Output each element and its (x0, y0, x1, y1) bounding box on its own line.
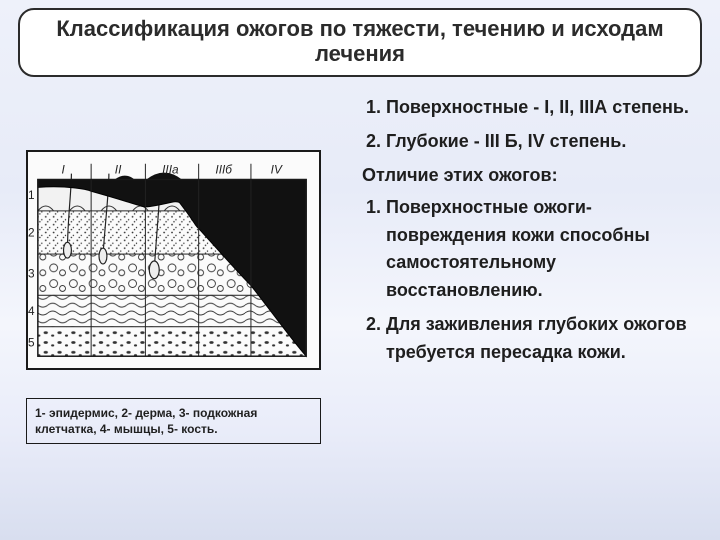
row-label-1: 1 (28, 188, 35, 202)
list-item: Глубокие - III Б, IV степень. (386, 128, 700, 156)
slide: Классификация ожогов по тяжести, течению… (0, 0, 720, 540)
skin-layers-diagram: I II IIIа IIIб IV 1 2 3 4 5 (26, 150, 321, 370)
difference-list: Поверхностные ожоги- повреждения кожи сп… (360, 194, 700, 367)
list-item: Поверхностные - I, II, IIIА степень. (386, 94, 700, 122)
col-label-2: II (115, 163, 122, 177)
col-label-5: IV (271, 163, 283, 177)
row-label-3: 3 (28, 267, 35, 281)
row-label-2: 2 (28, 225, 35, 239)
slide-title: Классификация ожогов по тяжести, течению… (34, 16, 686, 67)
figure-caption: 1- эпидермис, 2- дерма, 3- подкожная кле… (26, 398, 321, 444)
figure-wrap: I II IIIа IIIб IV 1 2 3 4 5 1- эпидермис… (26, 150, 321, 444)
classification-list: Поверхностные - I, II, IIIА степень. Глу… (360, 94, 700, 156)
list-item: Для заживления глубоких ожогов требуется… (386, 311, 700, 367)
title-box: Классификация ожогов по тяжести, течению… (18, 8, 702, 77)
col-label-4: IIIб (215, 163, 232, 177)
subheading: Отличие этих ожогов: (362, 162, 700, 190)
content-text: Поверхностные - I, II, IIIА степень. Глу… (360, 94, 700, 373)
col-label-3: IIIа (162, 163, 179, 177)
row-label-4: 4 (28, 304, 35, 318)
list-item: Поверхностные ожоги- повреждения кожи сп… (386, 194, 700, 306)
row-label-5: 5 (28, 335, 35, 349)
